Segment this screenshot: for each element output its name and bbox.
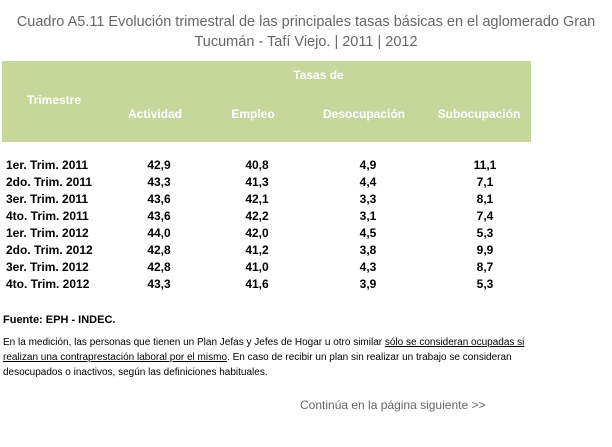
cell-actividad: 44,0 xyxy=(147,226,171,240)
cell-actividad: 42,9 xyxy=(147,158,171,172)
column-header-trimestre: Trimestre xyxy=(26,93,82,107)
cell-empleo: 42,1 xyxy=(245,192,269,206)
data-table: 1er. Trim. 2011 42,9 40,8 4,9 11,1 2do. Trim.… xyxy=(2,157,540,293)
cell-empleo: 41,3 xyxy=(245,175,269,189)
continue-next-page-link[interactable]: Continúa en la página siguiente >> xyxy=(300,398,486,412)
title-line-1: Cuadro A5.11 Evolución trimestral de las… xyxy=(16,14,596,30)
cell-subocupacion: 9,9 xyxy=(476,243,494,257)
cell-actividad: 43,3 xyxy=(147,277,171,291)
column-header-empleo: Empleo xyxy=(231,107,275,121)
column-header-subocupacion: Subocupación xyxy=(437,107,521,121)
row-label-trimestre: 2do. Trim. 2012 xyxy=(6,243,93,257)
table-row: 2do. Trim. 2012 42,8 41,2 3,8 9,9 xyxy=(2,242,540,259)
page-title: Cuadro A5.11 Evolución trimestral de las… xyxy=(0,12,612,52)
row-label-trimestre: 3er. Trim. 2011 xyxy=(6,192,89,206)
cell-actividad: 43,6 xyxy=(147,192,171,206)
note-text-part-1: En la medición, las personas que tienen … xyxy=(3,337,385,348)
cell-empleo: 41,2 xyxy=(245,243,269,257)
cell-subocupacion: 7,1 xyxy=(476,175,494,189)
row-label-trimestre: 4to. Trim. 2012 xyxy=(6,277,90,291)
methodology-note: En la medición, las personas que tienen … xyxy=(3,335,543,380)
group-header-tasas-de: Tasas de xyxy=(293,68,344,82)
table-row: 3er. Trim. 2011 43,6 42,1 3,3 8,1 xyxy=(2,191,540,208)
cell-desocupacion: 3,1 xyxy=(359,209,377,223)
cell-desocupacion: 4,4 xyxy=(359,175,377,189)
cell-actividad: 42,8 xyxy=(147,260,171,274)
row-label-trimestre: 1er. Trim. 2011 xyxy=(6,158,89,172)
cell-empleo: 41,6 xyxy=(245,277,269,291)
cell-subocupacion: 5,3 xyxy=(476,226,494,240)
title-line-2: Tucumán - Tafí Viejo. | 2011 | 2012 xyxy=(194,34,418,50)
column-header-desocupacion: Desocupación xyxy=(322,107,406,121)
cell-empleo: 42,0 xyxy=(245,226,269,240)
note-text-part-2: . En caso de recibir un plan sin realiza… xyxy=(3,352,512,378)
row-label-trimestre: 3er. Trim. 2012 xyxy=(6,260,89,274)
table-row: 1er. Trim. 2011 42,9 40,8 4,9 11,1 xyxy=(2,157,540,174)
cell-subocupacion: 8,7 xyxy=(476,260,494,274)
cell-subocupacion: 11,1 xyxy=(473,158,497,172)
cell-desocupacion: 4,5 xyxy=(359,226,377,240)
column-header-actividad: Actividad xyxy=(127,107,182,121)
cell-desocupacion: 4,3 xyxy=(359,260,377,274)
table-row: 2do. Trim. 2011 43,3 41,3 4,4 7,1 xyxy=(2,174,540,191)
cell-desocupacion: 4,9 xyxy=(359,158,377,172)
row-label-trimestre: 4to. Trim. 2011 xyxy=(6,209,89,223)
cell-desocupacion: 3,3 xyxy=(359,192,377,206)
cell-subocupacion: 5,3 xyxy=(476,277,494,291)
table-header-band: Tasas de Trimestre Actividad Empleo Deso… xyxy=(2,61,531,142)
cell-empleo: 42,2 xyxy=(245,209,269,223)
table-row: 1er. Trim. 2012 44,0 42,0 4,5 5,3 xyxy=(2,225,540,242)
table-row: 3er. Trim. 2012 42,8 41,0 4,3 8,7 xyxy=(2,259,540,276)
note-underlined-text: sólo se consideran ocupadas si realizan … xyxy=(3,337,525,363)
cell-empleo: 40,8 xyxy=(245,158,269,172)
table-row: 4to. Trim. 2012 43,3 41,6 3,9 5,3 xyxy=(2,276,540,293)
cell-actividad: 43,6 xyxy=(147,209,171,223)
cell-desocupacion: 3,9 xyxy=(359,277,377,291)
row-label-trimestre: 1er. Trim. 2012 xyxy=(6,226,89,240)
cell-actividad: 43,3 xyxy=(147,175,171,189)
cell-subocupacion: 7,4 xyxy=(476,209,494,223)
row-label-trimestre: 2do. Trim. 2011 xyxy=(6,175,93,189)
table-row: 4to. Trim. 2011 43,6 42,2 3,1 7,4 xyxy=(2,208,540,225)
cell-subocupacion: 8,1 xyxy=(476,192,494,206)
cell-empleo: 41,0 xyxy=(245,260,269,274)
source-note: Fuente: EPH - INDEC. xyxy=(3,314,116,326)
cell-desocupacion: 3,8 xyxy=(359,243,377,257)
cell-actividad: 42,8 xyxy=(147,243,171,257)
